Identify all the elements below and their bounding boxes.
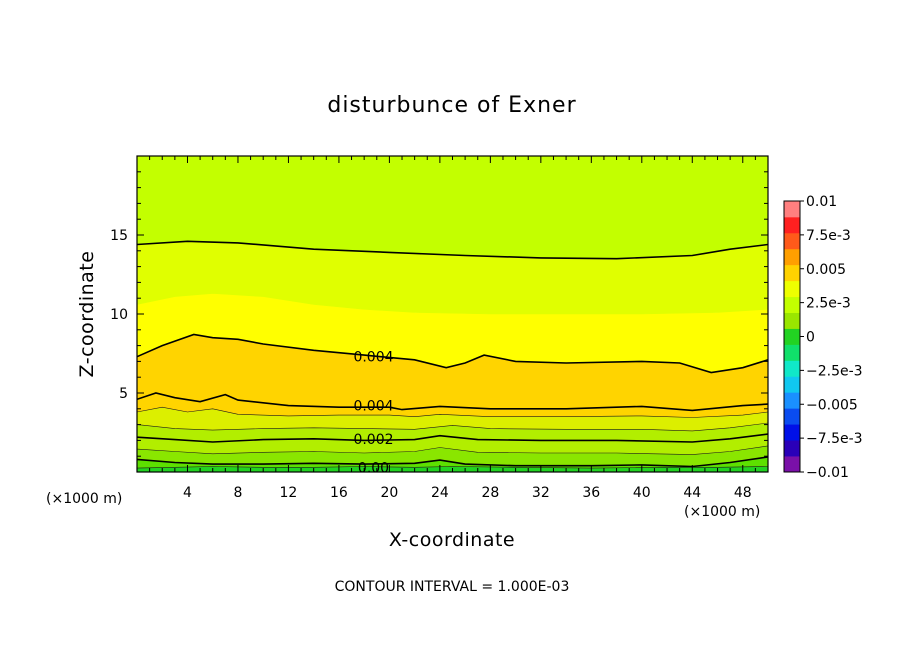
contour-line — [137, 392, 768, 412]
colorbar-swatch — [784, 216, 800, 234]
x-tick-label: 12 — [280, 485, 298, 501]
x-tick-label: 24 — [431, 485, 449, 501]
chart-title: disturbunce of Exner — [327, 93, 576, 118]
colorbar-swatch — [784, 440, 800, 457]
x-tick-label: 16 — [330, 485, 348, 501]
colorbar-swatch — [784, 264, 800, 282]
colorbar-label: −7.5e-3 — [806, 431, 863, 447]
contour-line-thin — [137, 422, 768, 432]
y-axis-label: Z-coordinate — [76, 251, 98, 378]
colorbar-swatch — [784, 296, 800, 313]
contour-line-thin — [137, 466, 768, 469]
colorbar-label: −2.5e-3 — [806, 363, 863, 379]
colorbar-label: −0.005 — [806, 397, 858, 413]
colorbar-ticks: 0.01 7.5e-3 0.005 2.5e-3 0 −2.5e-3 −0.005 −7.5e… — [800, 194, 863, 481]
colorbar-swatch — [784, 201, 800, 218]
colorbar-swatch — [784, 456, 800, 473]
contour-labels: 0.004 0.004 0.002 0.00 — [353, 350, 393, 477]
x-tick-label: 48 — [734, 485, 752, 501]
contour-line — [137, 456, 768, 468]
colorbar-label: 0.005 — [806, 262, 846, 278]
contour-label: 0.004 — [353, 399, 393, 415]
contour-interval-note: CONTOUR INTERVAL = 1.000E-03 — [335, 579, 570, 595]
x-tick-label: 28 — [481, 485, 499, 501]
colorbar-swatch — [784, 328, 800, 345]
x-tick-label: 36 — [582, 485, 600, 501]
colorbar-label: 2.5e-3 — [806, 296, 851, 312]
colorbar-swatch — [784, 424, 800, 441]
x-tick-label: 8 — [233, 485, 242, 501]
contour-line — [137, 433, 768, 443]
colorbar-swatch — [784, 248, 800, 266]
colorbar — [783, 200, 801, 473]
contour-line-thin — [137, 406, 768, 418]
contour-field — [137, 156, 768, 472]
contour-label: 0.00 — [358, 460, 389, 476]
colorbar-swatch — [784, 376, 800, 393]
colorbar-label: 7.5e-3 — [806, 228, 851, 244]
x-tick-label: 32 — [532, 485, 550, 501]
colorbar-label: −0.01 — [806, 465, 849, 481]
colorbar-swatch — [784, 392, 800, 409]
x-tick-label: 44 — [683, 485, 701, 501]
x-tick-label: 4 — [183, 485, 192, 501]
colorbar-swatch — [784, 312, 800, 329]
contour-line-thin — [137, 445, 768, 455]
x-axis: 4 8 12 16 20 24 28 32 36 40 44 48 — [149, 156, 756, 501]
colorbar-swatch — [784, 232, 800, 250]
contour-lines — [137, 240, 768, 469]
x-axis-unit: (×1000 m) — [684, 504, 760, 520]
colorbar-swatch — [784, 280, 800, 298]
y-axis-unit: (×1000 m) — [46, 491, 122, 507]
y-axis: 5 10 15 — [110, 171, 768, 457]
contour-line — [137, 240, 768, 260]
x-axis-label: X-coordinate — [389, 529, 515, 551]
colorbar-label: 0.01 — [806, 194, 837, 210]
x-tick-label: 40 — [633, 485, 651, 501]
contour-label: 0.002 — [353, 432, 393, 448]
contour-label: 0.004 — [353, 350, 393, 366]
y-tick-label: 15 — [110, 228, 128, 244]
y-tick-label: 10 — [110, 307, 128, 323]
colorbar-swatch — [784, 408, 800, 425]
x-tick-label: 20 — [380, 485, 398, 501]
contour-line — [137, 333, 768, 374]
colorbar-swatch — [784, 360, 800, 377]
colorbar-swatch — [784, 344, 800, 361]
colorbar-label: 0 — [806, 330, 815, 346]
y-tick-label: 5 — [119, 386, 128, 402]
